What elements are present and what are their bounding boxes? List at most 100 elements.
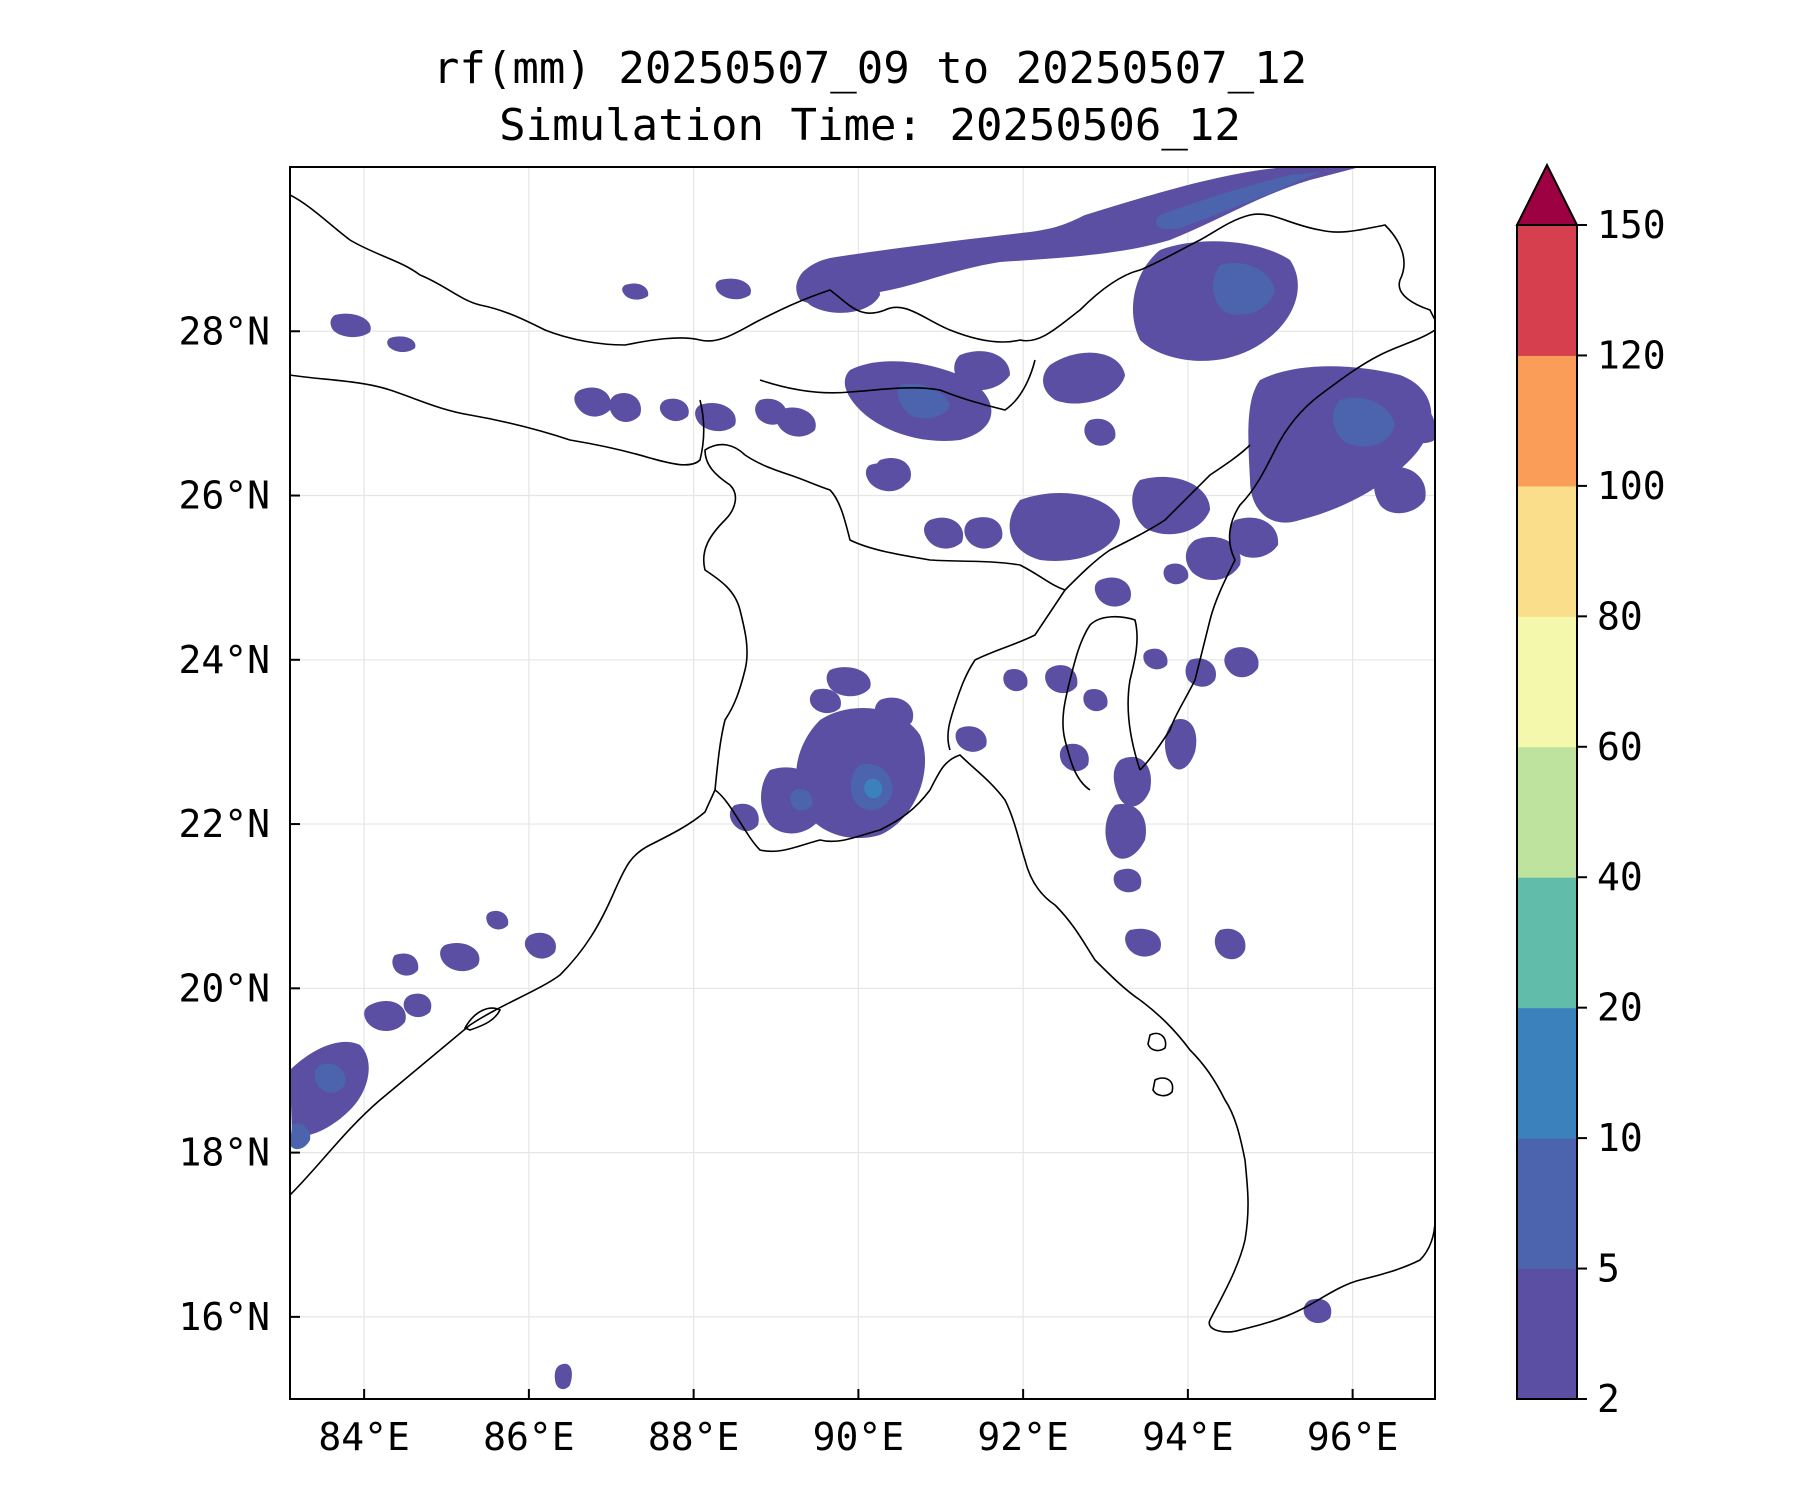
colorbar-tick-label: 80 [1597, 594, 1643, 638]
rain-area [486, 910, 509, 930]
rain-area [387, 336, 416, 353]
rain-area [954, 351, 1010, 391]
x-tick-label: 92°E [977, 1415, 1069, 1459]
y-tick-label: 20°N [178, 966, 270, 1010]
colorbar-tick-label: 120 [1597, 333, 1666, 377]
rain-area [440, 942, 480, 972]
rain-area [964, 517, 1003, 549]
rain-area [809, 688, 841, 714]
colorbar-tick-label: 2 [1597, 1377, 1620, 1421]
x-tick-label: 90°E [813, 1415, 905, 1459]
rain-area [1132, 476, 1210, 535]
rain-area [392, 953, 419, 976]
border-ne-india-loop [1064, 444, 1251, 591]
rain-area [290, 1123, 311, 1150]
colorbar-segment [1517, 355, 1577, 487]
coastline-island [1152, 1077, 1174, 1097]
coastline-chilika [463, 1007, 502, 1031]
rain-area [695, 402, 736, 432]
rain-area [1374, 466, 1426, 514]
colorbar-tick-label: 5 [1597, 1247, 1620, 1291]
rain-area [622, 283, 649, 300]
colorbar-tick-label: 10 [1597, 1116, 1643, 1160]
colorbar-segment [1517, 485, 1577, 617]
rain-area [1043, 352, 1125, 404]
rain-area [729, 803, 759, 832]
x-tick-label: 94°E [1142, 1415, 1234, 1459]
colorbar-segment [1517, 1268, 1577, 1400]
map-title-line-1: rf(mm) 20250507_09 to 20250507_12 [432, 43, 1308, 94]
colorbar-tick-label: 40 [1597, 855, 1643, 899]
rain-area [864, 778, 883, 799]
rain-area [554, 1363, 572, 1390]
rain-area [1185, 536, 1241, 581]
rain-area [1084, 418, 1116, 446]
border-bhutan-china [759, 213, 1435, 343]
rain-area [1003, 668, 1028, 692]
rain-area [1164, 719, 1197, 770]
rain-area [1185, 658, 1216, 687]
rain-area [790, 789, 813, 811]
rain-area [1333, 397, 1395, 447]
rainfall-layer [290, 167, 1435, 1390]
colorbar-tick-label: 60 [1597, 725, 1643, 769]
rain-area [715, 278, 751, 300]
rain-area [1163, 563, 1189, 585]
rain-area [524, 932, 556, 959]
coastline-bengal [714, 754, 1435, 1333]
x-tick-label: 86°E [483, 1415, 575, 1459]
coastlines-and-borders [290, 194, 1435, 1333]
y-tick-label: 18°N [178, 1131, 270, 1175]
border-bangladesh-east [947, 589, 1066, 751]
colorbar: 2 5 10 20 40 60 80 100 120 150 [1515, 162, 1666, 1421]
border-mizoram [1062, 615, 1141, 791]
colorbar-extend-arrow [1515, 162, 1579, 226]
rain-area [1009, 492, 1120, 561]
rain-area [874, 697, 914, 729]
rain-area [574, 387, 611, 417]
colorbar-segment [1517, 1007, 1577, 1139]
rain-area [403, 993, 432, 1018]
y-tick-label: 22°N [178, 802, 270, 846]
rain-area [364, 1001, 406, 1032]
y-tick-label: 16°N [178, 1295, 270, 1339]
colorbar-segment [1517, 225, 1577, 356]
rain-area [1083, 688, 1108, 712]
colorbar-tick-label: 150 [1597, 203, 1666, 247]
x-tick-label: 84°E [318, 1415, 410, 1459]
rain-area [1156, 172, 1320, 230]
border-bangladesh-west [703, 443, 748, 791]
rain-area [775, 407, 816, 437]
rain-area [955, 726, 987, 752]
coastline-island [1147, 1032, 1167, 1052]
colorbar-segment [1517, 616, 1577, 748]
border-bangladesh-north [744, 454, 1066, 591]
rain-area [1143, 648, 1168, 670]
latitude-ticks: 16°N 18°N 20°N 22°N 24°N 26°N 28°N [178, 309, 300, 1339]
rain-area [897, 383, 950, 419]
rain-area [609, 392, 641, 423]
rain-area [330, 313, 371, 338]
y-tick-label: 28°N [178, 309, 270, 353]
rain-area [1224, 647, 1259, 678]
rain-area [1113, 868, 1142, 893]
rain-area [1094, 577, 1131, 607]
rain-area [1248, 366, 1432, 523]
rain-area [1400, 402, 1435, 444]
colorbar-frame [1516, 224, 1578, 1400]
rain-area [1105, 804, 1146, 859]
rain-area [1213, 262, 1275, 315]
rain-area [865, 462, 906, 492]
border-nepal-south [290, 374, 705, 466]
x-tick-label: 88°E [648, 1415, 740, 1459]
coastline-india-east [290, 789, 716, 1196]
rain-area [1125, 928, 1161, 957]
y-tick-label: 26°N [178, 474, 270, 518]
rain-area [1228, 517, 1279, 558]
x-tick-label: 96°E [1307, 1415, 1399, 1459]
rain-area [924, 517, 964, 549]
rain-area [659, 398, 689, 422]
colorbar-segment [1517, 1138, 1577, 1270]
border-nepal-north [290, 194, 761, 346]
